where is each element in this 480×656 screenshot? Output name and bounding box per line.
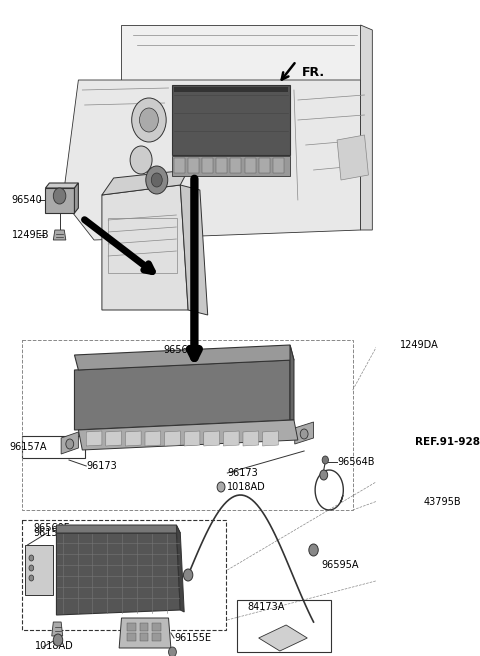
Circle shape: [309, 544, 318, 556]
Bar: [140, 623, 148, 631]
Polygon shape: [165, 431, 180, 446]
Bar: [216, 158, 228, 173]
Bar: [174, 87, 288, 92]
Polygon shape: [360, 25, 372, 230]
Text: 96540: 96540: [12, 195, 43, 205]
Text: 96173: 96173: [86, 461, 117, 471]
Polygon shape: [295, 422, 313, 444]
Text: 96564B: 96564B: [337, 457, 374, 467]
Bar: [108, 218, 177, 273]
Circle shape: [29, 565, 34, 571]
Bar: [188, 158, 199, 173]
Bar: [152, 623, 161, 631]
Text: 43795B: 43795B: [423, 497, 461, 507]
Bar: [443, 616, 458, 630]
Bar: [22, 436, 84, 458]
Circle shape: [130, 146, 152, 174]
Circle shape: [183, 569, 193, 581]
Text: 84173A: 84173A: [247, 602, 284, 612]
Circle shape: [53, 634, 63, 646]
Circle shape: [168, 647, 176, 656]
Polygon shape: [290, 345, 294, 420]
Polygon shape: [106, 431, 121, 446]
Bar: [237, 600, 331, 652]
Polygon shape: [57, 533, 180, 615]
Bar: [379, 320, 480, 656]
Circle shape: [322, 456, 328, 464]
Polygon shape: [223, 431, 239, 446]
Text: 96157A: 96157A: [10, 442, 47, 452]
Polygon shape: [125, 431, 141, 446]
Bar: [230, 158, 241, 173]
Bar: [25, 545, 52, 595]
Text: 96155D: 96155D: [33, 528, 72, 538]
Bar: [388, 516, 462, 634]
Bar: [127, 623, 136, 631]
Polygon shape: [57, 525, 180, 533]
Polygon shape: [46, 183, 78, 188]
Polygon shape: [78, 420, 298, 450]
Bar: [202, 158, 213, 173]
Bar: [127, 633, 136, 641]
Text: 96155E: 96155E: [174, 633, 211, 643]
Polygon shape: [74, 183, 78, 213]
Text: 96595A: 96595A: [322, 560, 359, 570]
Polygon shape: [337, 135, 369, 180]
Text: 1249EB: 1249EB: [12, 230, 49, 240]
Bar: [259, 158, 270, 173]
Circle shape: [151, 173, 162, 187]
Polygon shape: [102, 185, 188, 310]
Polygon shape: [102, 170, 188, 195]
Bar: [245, 158, 255, 173]
Circle shape: [66, 439, 74, 449]
Polygon shape: [176, 525, 184, 612]
Text: REF.91-928: REF.91-928: [416, 437, 480, 447]
Polygon shape: [263, 431, 278, 446]
Circle shape: [146, 166, 168, 194]
Polygon shape: [86, 431, 102, 446]
Polygon shape: [61, 432, 78, 454]
Bar: [172, 85, 290, 155]
Circle shape: [29, 575, 34, 581]
Bar: [273, 158, 284, 173]
Polygon shape: [180, 185, 208, 315]
Bar: [172, 156, 290, 176]
Polygon shape: [74, 360, 290, 430]
Circle shape: [320, 470, 328, 480]
Text: 1018AD: 1018AD: [35, 641, 74, 651]
Text: 96560F: 96560F: [33, 523, 69, 533]
Circle shape: [53, 188, 66, 204]
Polygon shape: [74, 345, 294, 370]
Circle shape: [29, 555, 34, 561]
Polygon shape: [259, 625, 307, 651]
Text: 1018AD: 1018AD: [228, 482, 266, 492]
Circle shape: [132, 98, 166, 142]
Polygon shape: [243, 431, 259, 446]
Polygon shape: [384, 370, 411, 405]
Text: 96173: 96173: [228, 468, 258, 478]
Text: 1249DA: 1249DA: [400, 340, 439, 350]
Polygon shape: [204, 431, 219, 446]
Bar: [22, 340, 353, 510]
Polygon shape: [52, 622, 63, 636]
Bar: [140, 633, 148, 641]
Circle shape: [217, 482, 225, 492]
Circle shape: [300, 429, 308, 439]
Bar: [174, 158, 185, 173]
Polygon shape: [53, 230, 66, 240]
Polygon shape: [63, 80, 360, 240]
Circle shape: [140, 108, 158, 132]
Polygon shape: [46, 188, 74, 213]
Polygon shape: [119, 618, 171, 648]
Bar: [152, 633, 161, 641]
Polygon shape: [145, 431, 161, 446]
Polygon shape: [121, 25, 360, 80]
Bar: [22, 520, 226, 630]
Text: 96563F: 96563F: [163, 345, 199, 355]
Polygon shape: [184, 431, 200, 446]
Text: FR.: FR.: [302, 66, 325, 79]
